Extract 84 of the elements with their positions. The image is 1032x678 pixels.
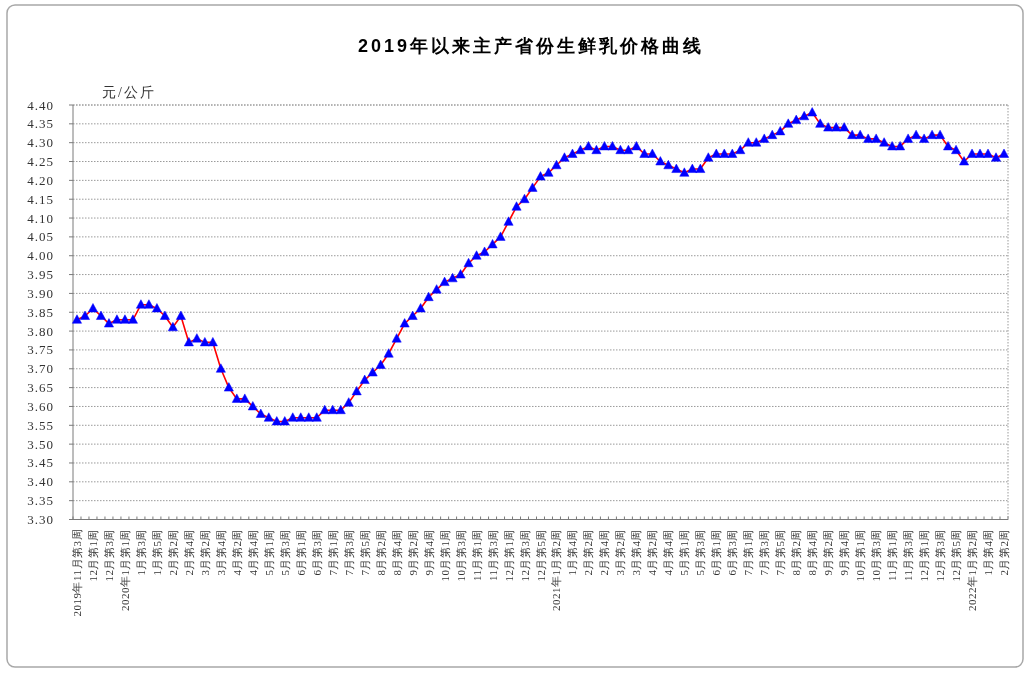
x-tick-label: 10月第1周 — [854, 529, 867, 582]
y-tick-label: 3.65 — [27, 380, 54, 396]
y-tick-label: 4.35 — [27, 116, 54, 132]
x-tick-label: 12月第3周 — [102, 529, 115, 582]
x-tick-label: 2月第2周 — [166, 529, 179, 576]
x-tick-label: 12月第3周 — [518, 529, 531, 582]
x-tick-label: 3月第2周 — [614, 529, 627, 576]
x-tick-label: 5月第3周 — [694, 529, 707, 576]
x-tick-label: 4月第2周 — [230, 529, 243, 576]
y-tick-label: 3.75 — [27, 342, 54, 358]
x-tick-label: 4月第4周 — [662, 529, 675, 576]
y-tick-label: 4.25 — [27, 154, 54, 170]
x-tick-label: 2020年1月第1周 — [118, 529, 131, 611]
x-tick-label: 2019年11月第3周 — [71, 529, 83, 617]
y-tick-label: 3.40 — [27, 474, 54, 490]
y-tick-label: 3.35 — [27, 493, 54, 509]
x-tick-label: 6月第3周 — [726, 529, 739, 576]
y-tick-label: 4.05 — [27, 229, 54, 245]
x-tick-label: 1月第4周 — [566, 529, 579, 576]
x-tick-label: 12月第5周 — [950, 529, 963, 582]
x-tick-label: 12月第1周 — [918, 529, 931, 582]
x-tick-label: 8月第4周 — [806, 529, 819, 576]
x-tick-label: 11月第1周 — [470, 529, 483, 582]
x-tick-label: 2月第2周 — [998, 529, 1010, 576]
x-tick-label: 7月第5周 — [774, 529, 787, 576]
x-tick-label: 6月第3周 — [310, 529, 323, 576]
x-tick-label: 2月第4周 — [598, 529, 611, 576]
y-tick-label: 3.80 — [27, 323, 54, 339]
x-tick-label: 3月第4周 — [214, 529, 227, 576]
y-tick-label: 3.45 — [27, 455, 54, 471]
x-tick-label: 4月第2周 — [646, 529, 659, 576]
x-tick-label: 3月第2周 — [198, 529, 211, 576]
y-tick-label: 3.30 — [27, 512, 54, 527]
y-tick-label: 4.00 — [27, 248, 54, 264]
chart-title: 2019年以来主产省份生鲜乳价格曲线 — [357, 36, 705, 56]
y-tick-label: 3.70 — [27, 361, 54, 377]
x-tick-label: 9月第4周 — [838, 529, 851, 576]
x-tick-label: 9月第4周 — [422, 529, 435, 576]
y-tick-label: 3.55 — [27, 417, 54, 433]
x-tick-label: 5月第3周 — [278, 529, 291, 576]
x-tick-label: 11月第3周 — [902, 529, 915, 582]
x-tick-label: 12月第3周 — [934, 529, 947, 582]
x-tick-label: 5月第1周 — [262, 529, 275, 576]
x-tick-label: 7月第1周 — [326, 529, 339, 576]
x-tick-label: 1月第3周 — [134, 529, 147, 576]
y-tick-label: 4.15 — [27, 191, 54, 207]
x-tick-label: 2月第2周 — [582, 529, 595, 576]
x-tick-label: 9月第2周 — [406, 529, 419, 576]
x-tick-label: 12月第1周 — [86, 529, 99, 582]
x-tick-label: 7月第3周 — [758, 529, 771, 576]
x-tick-label: 10月第1周 — [438, 529, 451, 582]
y-tick-label: 3.85 — [27, 304, 54, 320]
x-tick-label: 4月第4周 — [246, 529, 259, 576]
y-tick-label: 3.60 — [27, 398, 54, 414]
x-tick-label: 2022年1月第2周 — [966, 529, 979, 611]
x-tick-label: 1月第4周 — [982, 529, 995, 576]
x-tick-label: 8月第2周 — [790, 529, 803, 576]
x-tick-label: 5月第1周 — [678, 529, 691, 576]
x-tick-label: 11月第1周 — [886, 529, 899, 582]
y-tick-label: 4.20 — [27, 172, 54, 188]
x-tick-label: 7月第5周 — [358, 529, 371, 576]
y-tick-label: 3.95 — [27, 267, 54, 283]
x-tick-label: 8月第2周 — [374, 529, 387, 576]
x-tick-label: 11月第3周 — [486, 529, 499, 582]
y-tick-label: 4.10 — [27, 210, 54, 226]
y-tick-label: 4.30 — [27, 135, 54, 151]
x-tick-label: 3月第4周 — [630, 529, 643, 576]
y-tick-label: 4.40 — [27, 97, 54, 113]
x-tick-label: 6月第1周 — [294, 529, 307, 576]
y-tick-label: 3.50 — [27, 436, 54, 452]
x-tick-label: 12月第5周 — [534, 529, 547, 582]
y-tick-label: 3.90 — [27, 285, 54, 301]
x-tick-label: 8月第4周 — [390, 529, 403, 576]
x-tick-label: 10月第3周 — [454, 529, 467, 582]
y-axis-title: 元/公斤 — [102, 85, 156, 100]
x-tick-label: 7月第3周 — [342, 529, 355, 576]
x-tick-label: 12月第1周 — [502, 529, 515, 582]
x-tick-label: 7月第1周 — [742, 529, 755, 576]
x-tick-label: 9月第2周 — [822, 529, 835, 576]
x-tick-label: 1月第5周 — [150, 529, 163, 576]
x-tick-label: 2月第4周 — [182, 529, 195, 576]
x-tick-label: 10月第3周 — [870, 529, 883, 582]
x-tick-label: 6月第1周 — [710, 529, 723, 576]
x-tick-label: 2021年1月第2周 — [550, 529, 563, 611]
